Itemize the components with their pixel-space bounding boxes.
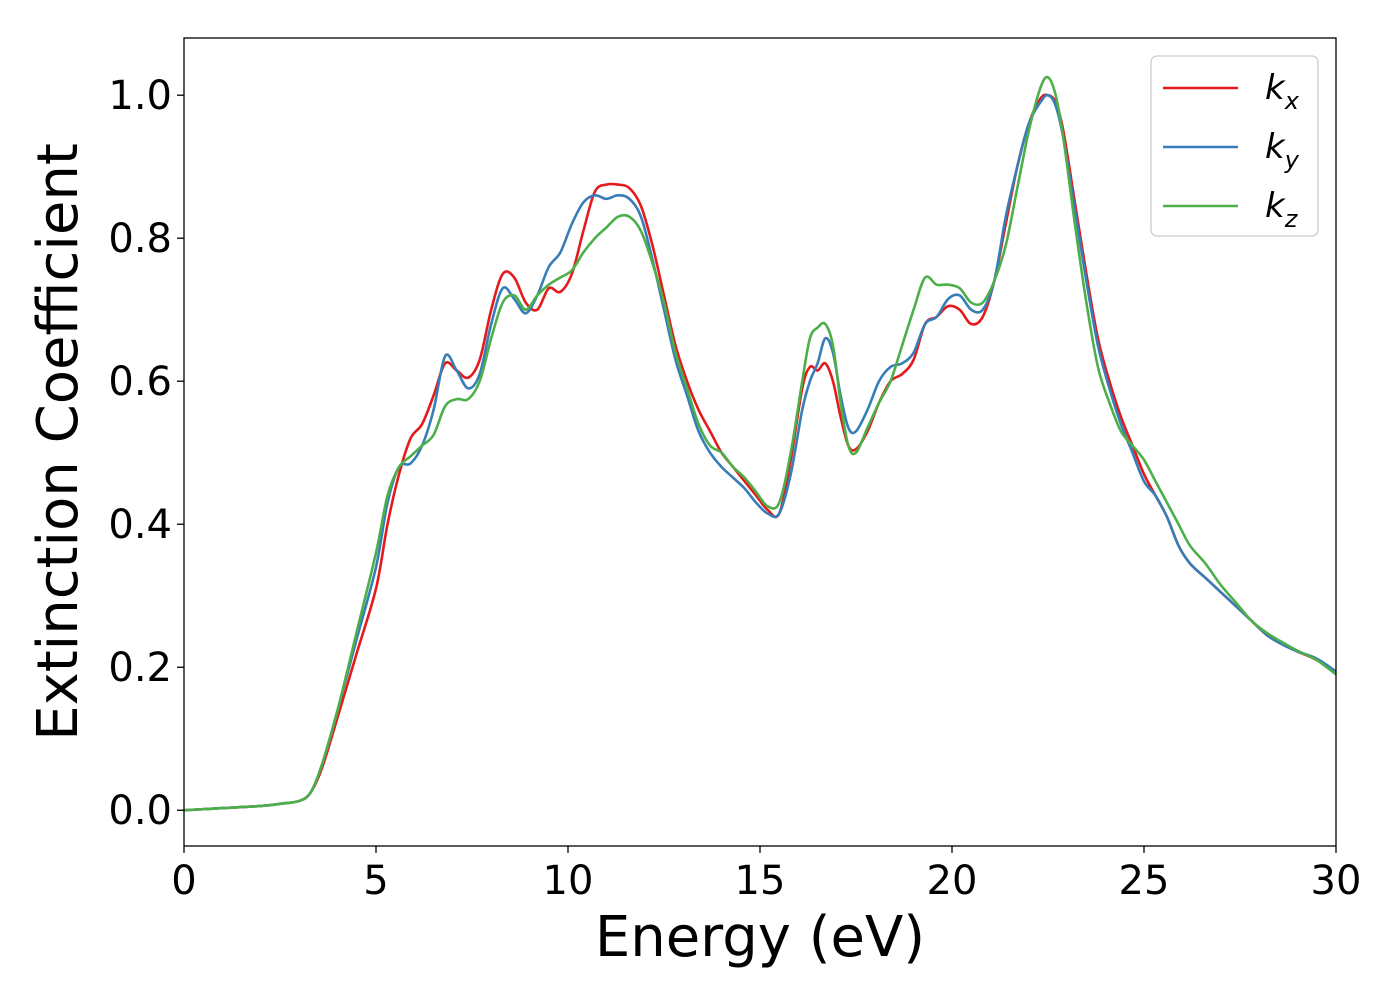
y-tick-label: 0.8	[108, 216, 172, 262]
legend-label-x: kx	[1265, 68, 1300, 115]
x-tick-label: 30	[1311, 858, 1362, 904]
x-tick-label: 0	[171, 858, 196, 904]
y-tick-label: 0.6	[108, 359, 172, 405]
x-tick-label: 10	[543, 858, 594, 904]
x-axis-title: Energy (eV)	[595, 905, 925, 970]
legend-label-y: ky	[1265, 127, 1300, 174]
y-axis-title: Extinction Coefficient	[26, 143, 91, 741]
series-line-z	[184, 75, 1336, 812]
series-layer	[184, 75, 1336, 812]
x-tick-label: 25	[1119, 858, 1170, 904]
x-tick-label: 15	[735, 858, 786, 904]
y-tick-label: 1.0	[108, 73, 172, 119]
series-line-y	[184, 93, 1336, 812]
y-tick-label: 0.4	[108, 502, 172, 548]
y-axis: 0.0 0.2 0.4 0.6 0.8 1.0	[108, 73, 184, 834]
y-tick-label: 0.0	[108, 788, 172, 834]
x-tick-label: 5	[363, 858, 388, 904]
x-tick-label: 20	[927, 858, 978, 904]
legend-label-z: kz	[1265, 186, 1299, 233]
legend: kx ky kz	[1150, 55, 1319, 237]
y-tick-label: 0.2	[108, 645, 172, 691]
x-axis: 0 5 10 15 20 25 30	[171, 846, 1361, 904]
